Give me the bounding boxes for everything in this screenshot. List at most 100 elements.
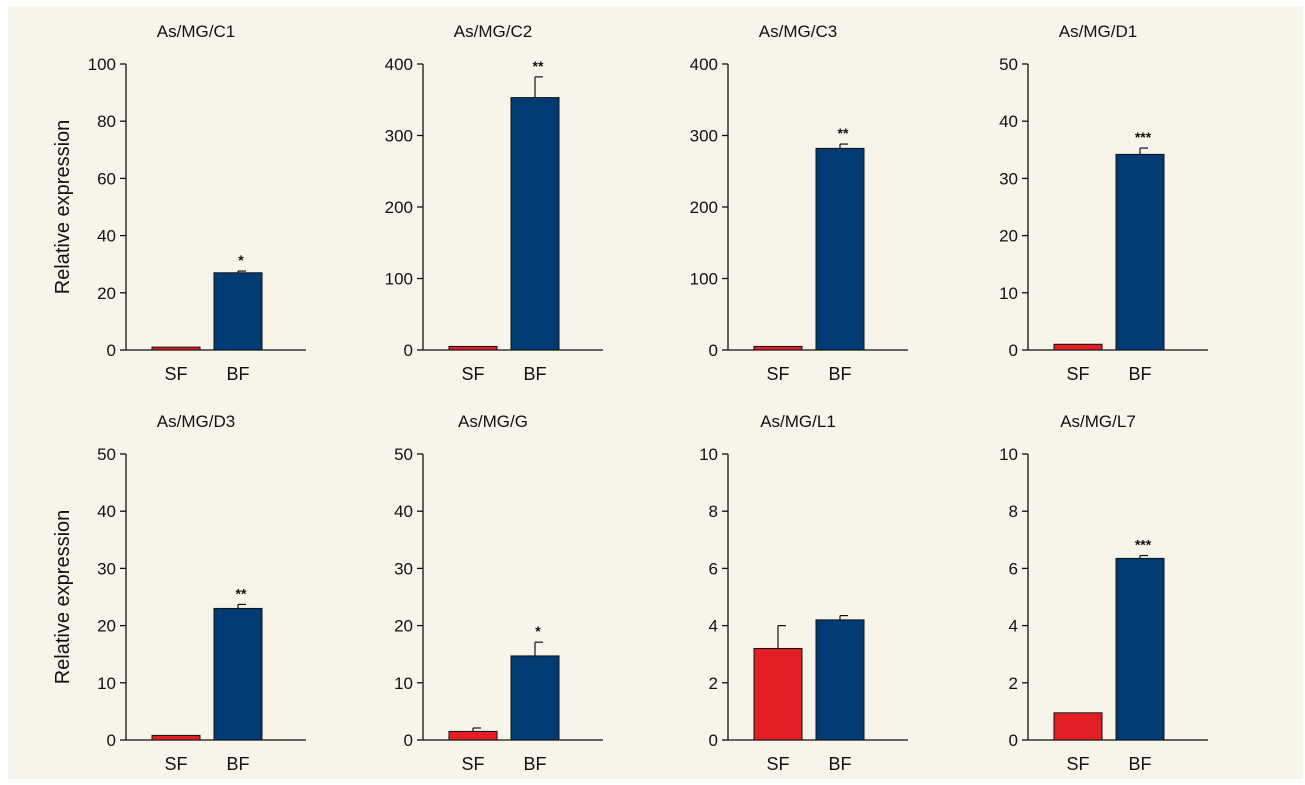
chart-as-mg-c2: As/MG/C2 0 100 200 300 400 SF ** BF — [385, 22, 603, 384]
y-tick-label: 30 — [97, 559, 116, 578]
x-tick-label-bf: BF — [828, 754, 851, 774]
significance-label: *** — [1135, 537, 1152, 553]
bar-sf — [1053, 343, 1103, 351]
significance-label: ** — [838, 125, 849, 141]
x-tick-label-bf: BF — [523, 754, 546, 774]
x-tick-label-sf: SF — [461, 754, 484, 774]
chart-title: As/MG/C2 — [454, 22, 532, 41]
bar-bf — [815, 147, 865, 351]
y-axis-label: Relative expression — [52, 120, 74, 295]
y-tick-label: 6 — [709, 559, 718, 578]
y-tick-label: 400 — [690, 55, 718, 74]
x-tick-label-bf: BF — [226, 364, 249, 384]
x-tick-label-sf: SF — [164, 754, 187, 774]
y-tick-label: 8 — [1009, 502, 1018, 521]
bar-sf — [448, 730, 498, 741]
y-tick-label: 300 — [385, 127, 413, 146]
y-tick-label: 40 — [999, 112, 1018, 131]
y-tick-label: 0 — [107, 341, 116, 360]
x-tick-label-bf: BF — [1128, 754, 1151, 774]
x-tick-label-bf: BF — [226, 754, 249, 774]
x-tick-label-sf: SF — [766, 364, 789, 384]
chart-title: As/MG/C1 — [157, 22, 235, 41]
chart-title: As/MG/D3 — [157, 412, 235, 431]
y-tick-label: 2 — [709, 674, 718, 693]
y-tick-label: 0 — [1009, 731, 1018, 750]
significance-label: * — [535, 623, 541, 639]
y-tick-label: 10 — [394, 674, 413, 693]
x-tick-label-sf: SF — [461, 364, 484, 384]
bar-sf — [151, 734, 201, 741]
y-tick-label: 8 — [709, 502, 718, 521]
y-tick-label: 20 — [999, 227, 1018, 246]
chart-as-mg-d3: As/MG/D3 0 10 20 30 40 50 Relative expression SF… — [52, 412, 306, 774]
chart-title: As/MG/D1 — [1059, 22, 1137, 41]
x-tick-label-sf: SF — [1066, 754, 1089, 774]
y-tick-label: 20 — [97, 617, 116, 636]
y-tick-label: 4 — [709, 617, 718, 636]
y-tick-label: 200 — [385, 198, 413, 217]
significance-label: *** — [1135, 129, 1152, 145]
y-tick-label: 30 — [394, 559, 413, 578]
y-tick-label: 4 — [1009, 617, 1018, 636]
chart-title: As/MG/L1 — [760, 412, 836, 431]
bar-sf — [1053, 712, 1103, 741]
x-tick-label-sf: SF — [1066, 364, 1089, 384]
y-tick-label: 60 — [97, 169, 116, 188]
significance-label: * — [238, 252, 244, 268]
chart-title: As/MG/G — [458, 412, 528, 431]
y-tick-label: 0 — [404, 341, 413, 360]
bar-bf — [1115, 557, 1165, 741]
x-tick-label-sf: SF — [766, 754, 789, 774]
y-tick-label: 80 — [97, 112, 116, 131]
x-tick-label-bf: BF — [523, 364, 546, 384]
y-tick-label: 40 — [394, 502, 413, 521]
y-tick-label: 0 — [709, 731, 718, 750]
y-tick-label: 100 — [88, 55, 116, 74]
y-tick-label: 50 — [394, 445, 413, 464]
chart-as-mg-l7: As/MG/L7 0 2 4 6 8 10 SF *** BF — [999, 412, 1208, 774]
bar-sf — [753, 345, 803, 351]
chart-as-mg-g: As/MG/G 0 10 20 30 40 50 SF * BF — [394, 412, 603, 774]
y-tick-label: 10 — [699, 445, 718, 464]
y-tick-label: 100 — [690, 270, 718, 289]
bar-bf — [510, 655, 560, 741]
y-tick-label: 100 — [385, 270, 413, 289]
chart-as-mg-c3: As/MG/C3 0 100 200 300 400 SF ** BF — [690, 22, 908, 384]
y-tick-label: 40 — [97, 502, 116, 521]
chart-title: As/MG/L7 — [1060, 412, 1136, 431]
y-tick-label: 2 — [1009, 674, 1018, 693]
y-tick-label: 0 — [404, 731, 413, 750]
y-tick-label: 200 — [690, 198, 718, 217]
chart-as-mg-c1: As/MG/C1 0 20 40 60 80 100 Relative expression S… — [52, 22, 306, 384]
y-tick-label: 300 — [690, 127, 718, 146]
y-tick-label: 0 — [1009, 341, 1018, 360]
bar-sf — [448, 345, 498, 351]
figure-panel: As/MG/C1 0 20 40 60 80 100 Relative expression S… — [8, 6, 1303, 779]
y-tick-label: 20 — [394, 617, 413, 636]
bar-bf — [815, 619, 865, 741]
bar-bf — [510, 97, 560, 351]
y-tick-label: 50 — [999, 55, 1018, 74]
y-tick-label: 10 — [999, 284, 1018, 303]
y-tick-label: 0 — [709, 341, 718, 360]
y-tick-label: 40 — [97, 227, 116, 246]
bar-bf — [213, 272, 263, 351]
y-tick-label: 0 — [107, 731, 116, 750]
y-tick-label: 400 — [385, 55, 413, 74]
chart-title: As/MG/C3 — [759, 22, 837, 41]
y-tick-label: 20 — [97, 284, 116, 303]
bar-sf — [753, 647, 803, 741]
y-axis-label: Relative expression — [52, 510, 74, 685]
y-tick-label: 10 — [97, 674, 116, 693]
x-tick-label-sf: SF — [164, 364, 187, 384]
y-tick-label: 30 — [999, 169, 1018, 188]
chart-as-mg-l1: As/MG/L1 0 2 4 6 8 10 SF BF — [699, 412, 908, 774]
chart-as-mg-d1: As/MG/D1 0 10 20 30 40 50 SF *** BF — [999, 22, 1208, 384]
significance-label: ** — [236, 585, 247, 601]
bar-bf — [213, 607, 263, 741]
bar-sf — [151, 346, 201, 351]
y-tick-label: 6 — [1009, 559, 1018, 578]
bar-bf — [1115, 153, 1165, 351]
